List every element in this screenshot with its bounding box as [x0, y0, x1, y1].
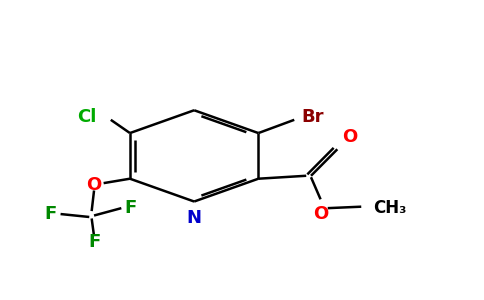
- Text: F: F: [125, 199, 137, 217]
- Text: Br: Br: [302, 108, 324, 126]
- Text: O: O: [342, 128, 357, 146]
- Text: N: N: [187, 209, 202, 227]
- Text: CH₃: CH₃: [373, 199, 407, 217]
- Text: O: O: [87, 176, 102, 194]
- Text: O: O: [313, 205, 328, 223]
- Text: F: F: [88, 233, 100, 251]
- Text: Cl: Cl: [77, 108, 96, 126]
- Text: F: F: [45, 205, 57, 223]
